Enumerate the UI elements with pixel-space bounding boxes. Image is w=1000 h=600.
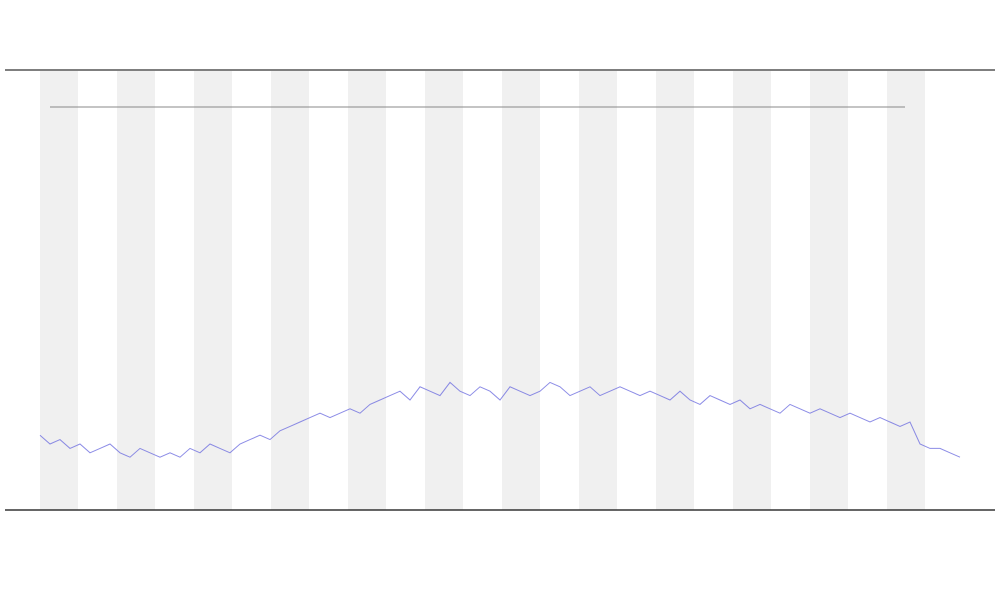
band — [733, 71, 771, 510]
band — [348, 71, 386, 510]
band — [887, 71, 925, 510]
band — [194, 71, 232, 510]
band — [810, 71, 848, 510]
band — [425, 71, 463, 510]
line-series — [39, 381, 961, 458]
band — [40, 71, 78, 510]
band — [656, 71, 694, 510]
band — [271, 71, 309, 510]
shaded-bands — [40, 71, 925, 510]
band — [117, 71, 155, 510]
band — [502, 71, 540, 510]
band — [579, 71, 617, 510]
